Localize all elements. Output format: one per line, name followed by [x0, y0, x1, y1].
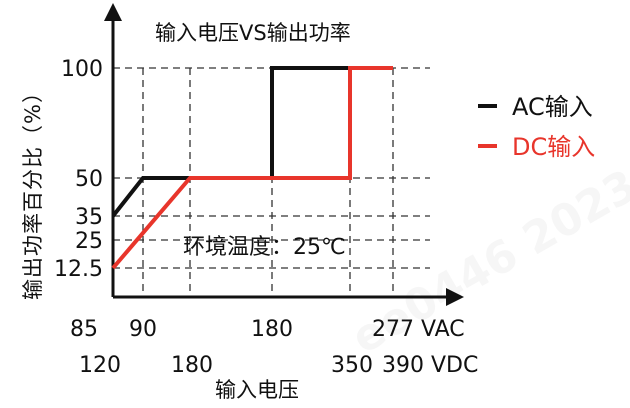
x-tick-label-ac: 277 VAC: [372, 317, 465, 342]
x-tick-label-dc: 120: [79, 353, 121, 378]
y-tick-label: 100: [61, 57, 103, 82]
legend-label: AC输入: [512, 93, 593, 121]
legend-label: DC输入: [512, 133, 595, 161]
temperature-annotation: 环境温度：25℃: [183, 235, 346, 260]
x-axis-label: 输入电压: [215, 378, 299, 402]
x-tick-label-dc: 180: [171, 353, 213, 378]
x-tick-label-ac: 180: [251, 317, 293, 342]
x-tick-label-ac: 85: [70, 317, 98, 342]
y-tick-label: 35: [75, 205, 103, 230]
x-tick-label-dc: 390 VDC: [382, 353, 478, 378]
legend: AC输入 DC输入: [478, 93, 595, 161]
y-tick-label: 25: [75, 229, 103, 254]
x-tick-label-dc: 350: [331, 353, 373, 378]
y-tick-label: 12.5: [54, 257, 103, 282]
series-group: [111, 66, 393, 270]
y-axis-label: 输出功率百分比（%）: [21, 81, 45, 300]
y-tick-label: 50: [75, 167, 103, 192]
chart-title: 输入电压VS输出功率: [155, 21, 351, 45]
x-tick-label-ac: 90: [129, 317, 157, 342]
series-line-dc: [111, 66, 393, 270]
